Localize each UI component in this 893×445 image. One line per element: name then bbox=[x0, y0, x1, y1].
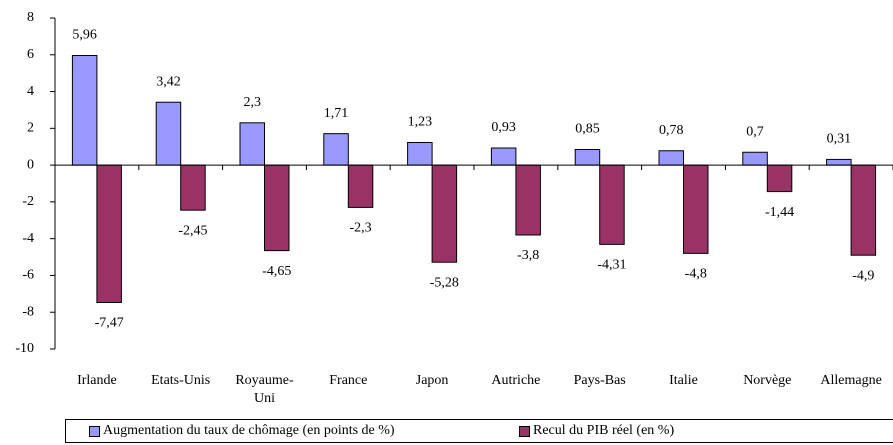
legend: Augmentation du taux de chômage (en poin… bbox=[65, 419, 893, 443]
y-tick-label: 0 bbox=[27, 157, 34, 172]
data-label: -4,65 bbox=[262, 264, 291, 279]
bar bbox=[264, 164, 290, 252]
data-label: 1,71 bbox=[324, 106, 349, 121]
data-label: -3,8 bbox=[517, 248, 539, 263]
bar bbox=[155, 101, 182, 166]
data-label: -5,28 bbox=[430, 275, 459, 290]
x-tick-label: Pays-Bas bbox=[573, 373, 626, 388]
bar bbox=[96, 164, 122, 303]
data-label: 1,23 bbox=[408, 115, 433, 130]
y-tick-label: -10 bbox=[15, 341, 34, 356]
data-label: -2,3 bbox=[349, 221, 371, 236]
data-label: -7,47 bbox=[95, 316, 124, 331]
y-tick-label: -4 bbox=[22, 231, 34, 246]
data-label: 0,31 bbox=[827, 132, 852, 147]
x-tick-label: Italie bbox=[669, 373, 698, 388]
y-tick-label: 6 bbox=[27, 47, 34, 62]
y-tick-label: -6 bbox=[22, 268, 34, 283]
x-tick-label: Irlande bbox=[77, 373, 117, 388]
bar bbox=[574, 148, 601, 166]
data-label: 5,96 bbox=[72, 28, 97, 43]
bar bbox=[742, 151, 768, 166]
legend-label: Recul du PIB réel (en %) bbox=[533, 423, 675, 438]
bar bbox=[515, 164, 541, 236]
bar bbox=[490, 147, 517, 166]
bar bbox=[766, 164, 793, 193]
bar bbox=[239, 122, 265, 166]
bar bbox=[658, 150, 684, 166]
bar bbox=[683, 164, 709, 254]
data-label: 0,93 bbox=[491, 120, 516, 135]
bar bbox=[71, 55, 98, 166]
bar bbox=[180, 164, 206, 211]
bar bbox=[407, 141, 433, 166]
data-label: 3,42 bbox=[156, 74, 181, 89]
y-tick-label: 4 bbox=[27, 84, 34, 99]
data-label: -2,45 bbox=[178, 223, 207, 238]
data-label: -4,8 bbox=[685, 267, 707, 282]
bar bbox=[323, 133, 349, 166]
bar bbox=[850, 164, 877, 256]
data-label: 2,3 bbox=[244, 95, 262, 110]
y-tick-label: -8 bbox=[22, 304, 34, 319]
x-tick-label: Royaume-Uni bbox=[235, 373, 294, 406]
legend-item: Augmentation du taux de chômage (en poin… bbox=[89, 423, 395, 439]
bar bbox=[431, 164, 458, 263]
bar bbox=[599, 164, 625, 245]
data-label: 0,85 bbox=[575, 122, 600, 137]
bar bbox=[826, 158, 852, 166]
y-tick-label: 8 bbox=[27, 10, 34, 25]
x-tick-label: Allemagne bbox=[820, 373, 882, 388]
y-tick-label: -2 bbox=[22, 194, 34, 209]
y-tick-label: 2 bbox=[27, 121, 34, 136]
data-label: 0,78 bbox=[659, 123, 684, 138]
x-tick-label: Etats-Unis bbox=[151, 373, 211, 388]
legend-label: Augmentation du taux de chômage (en poin… bbox=[103, 423, 395, 438]
x-tick-label: Autriche bbox=[491, 373, 541, 388]
data-label: -4,9 bbox=[852, 268, 874, 283]
x-tick-label: Japon bbox=[415, 373, 449, 388]
bar bbox=[347, 164, 374, 208]
x-tick-label: Norvège bbox=[743, 373, 792, 388]
legend-item: Recul du PIB réel (en %) bbox=[519, 423, 674, 439]
x-tick-label: France bbox=[329, 373, 368, 388]
data-label: -4,31 bbox=[597, 258, 626, 273]
legend-swatch bbox=[89, 425, 100, 437]
legend-swatch bbox=[519, 425, 530, 437]
data-label: -1,44 bbox=[765, 205, 794, 220]
data-label: 0,7 bbox=[746, 124, 764, 139]
